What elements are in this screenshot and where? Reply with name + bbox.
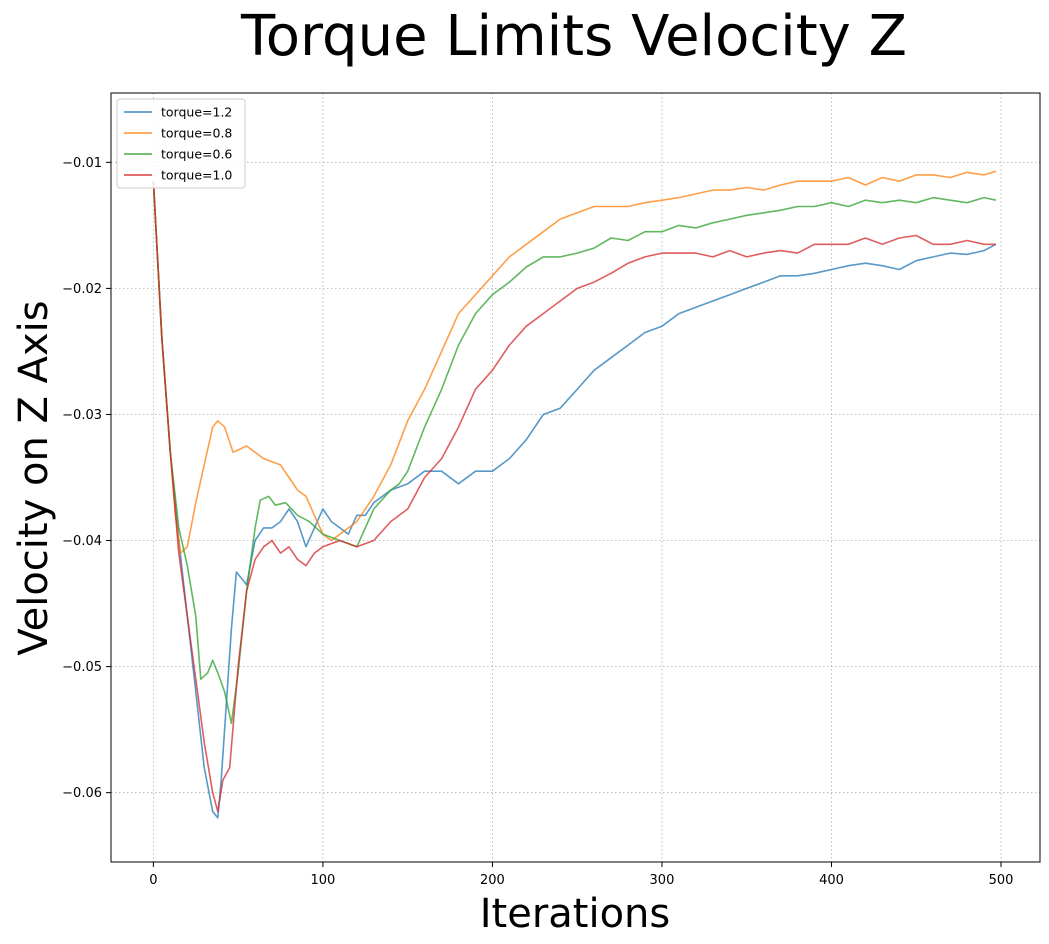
- legend-label: torque=1.2: [161, 105, 232, 120]
- y-tick-label: −0.06: [62, 786, 102, 801]
- x-tick-label: 500: [989, 873, 1014, 888]
- chart-title: Torque Limits Velocity Z: [240, 4, 907, 69]
- series-line-torque-1-2: [152, 181, 997, 819]
- y-tick-label: −0.04: [62, 534, 102, 549]
- y-tick-label: −0.02: [62, 282, 102, 297]
- series-line-torque-0-8: [152, 170, 997, 554]
- y-tick-label: −0.01: [62, 156, 102, 171]
- plot-frame: [110, 92, 1041, 863]
- y-axis-label: Velocity on Z Axis: [11, 300, 57, 655]
- x-axis-label: Iterations: [480, 891, 671, 937]
- x-tick-label: 300: [650, 873, 675, 888]
- x-tick-label: 400: [819, 873, 844, 888]
- y-tick-label: −0.03: [62, 408, 102, 423]
- x-tick-label: 100: [310, 873, 335, 888]
- legend-label: torque=1.0: [161, 168, 232, 183]
- y-axis-ticks: −0.06 −0.05 −0.04 −0.03 −0.02 −0.01: [62, 156, 111, 801]
- x-tick-label: 0: [149, 873, 157, 888]
- series-line-torque-0-6: [152, 181, 997, 725]
- grid: [111, 93, 1040, 862]
- legend-box: [116, 98, 246, 189]
- legend-label: torque=0.6: [161, 147, 232, 162]
- legend: torque=1.2 torque=0.8 torque=0.6 torque=1.0: [116, 98, 246, 189]
- x-axis-ticks: 0 100 200 300 400 500: [149, 862, 1013, 888]
- series-group: [152, 170, 997, 819]
- y-tick-label: −0.05: [62, 660, 102, 675]
- legend-label: torque=0.8: [161, 126, 232, 141]
- series-line-torque-1-0: [152, 181, 996, 813]
- x-tick-label: 200: [480, 873, 505, 888]
